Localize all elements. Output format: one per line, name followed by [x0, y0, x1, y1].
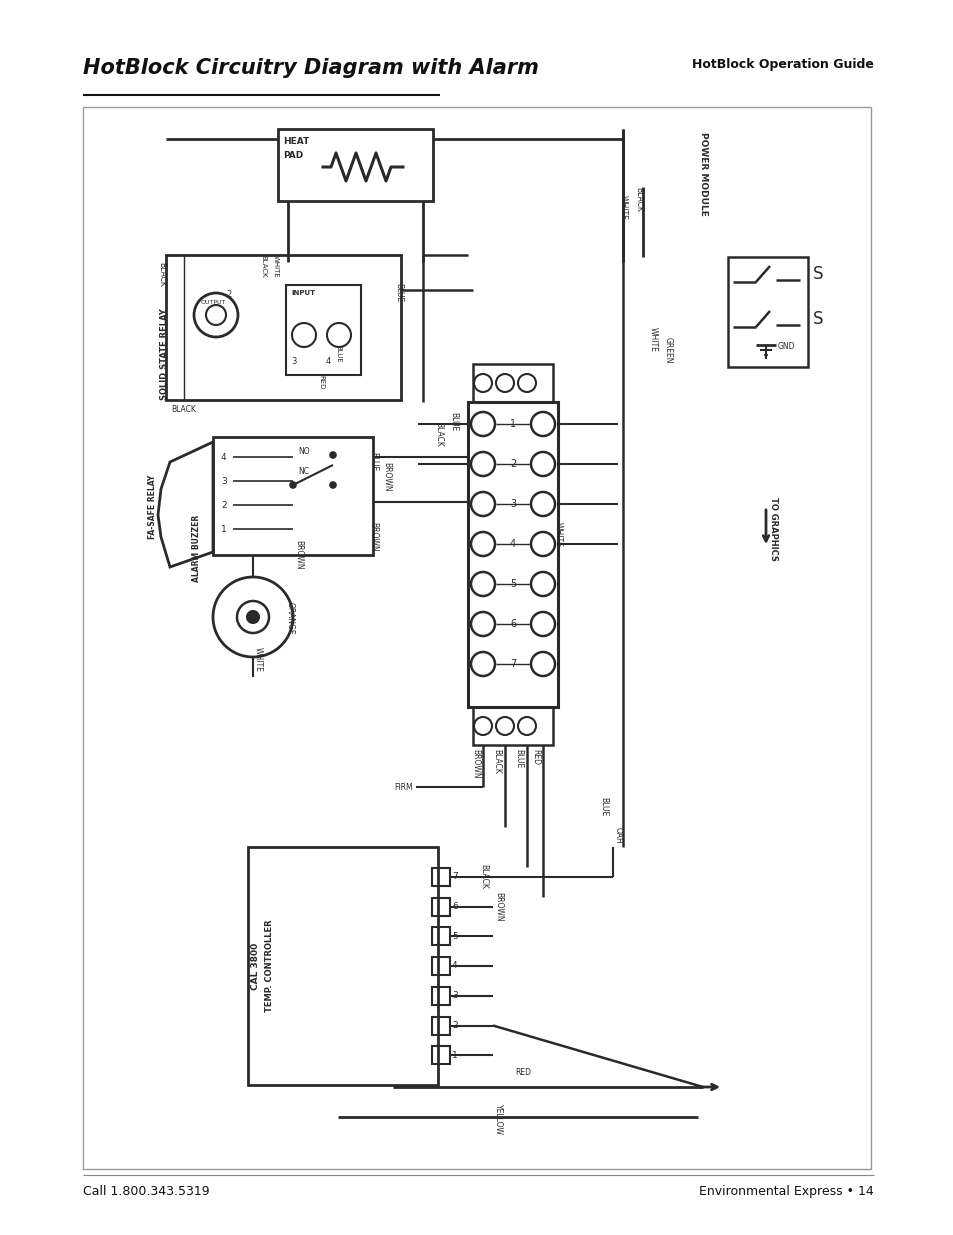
Circle shape	[330, 482, 335, 488]
Text: BLACK: BLACK	[260, 254, 266, 278]
Text: BLUE: BLUE	[598, 797, 607, 816]
Text: 1: 1	[510, 419, 516, 429]
Text: HotBlock Operation Guide: HotBlock Operation Guide	[691, 58, 873, 70]
Text: INPUT: INPUT	[291, 290, 314, 296]
Bar	[432, 1016, 450, 1035]
Text: BLUE: BLUE	[514, 748, 522, 768]
Bar	[432, 868, 450, 885]
Text: 3: 3	[510, 499, 516, 509]
Text: BROWN: BROWN	[369, 522, 377, 552]
Text: WHITE: WHITE	[253, 647, 263, 672]
Text: 2: 2	[509, 459, 516, 469]
Text: BLUE: BLUE	[394, 283, 402, 303]
Text: 5: 5	[452, 931, 457, 941]
Bar	[432, 898, 450, 915]
Bar	[432, 1046, 450, 1065]
Text: 5: 5	[509, 579, 516, 589]
Text: Call 1.800.343.5319: Call 1.800.343.5319	[83, 1186, 210, 1198]
Bar	[473, 364, 553, 403]
Text: FA-SAFE RELAY: FA-SAFE RELAY	[149, 475, 157, 540]
Bar	[473, 706, 553, 745]
Text: 1: 1	[221, 525, 227, 534]
Text: POWER MODULE: POWER MODULE	[699, 132, 707, 216]
Circle shape	[290, 482, 295, 488]
Bar	[468, 403, 558, 706]
Text: 4: 4	[510, 538, 516, 550]
Text: CAL 3800: CAL 3800	[251, 942, 260, 989]
Text: HotBlock Circuitry Diagram with Alarm: HotBlock Circuitry Diagram with Alarm	[83, 58, 538, 78]
Text: 7: 7	[452, 872, 457, 882]
Bar	[727, 257, 807, 367]
Text: TEMP. CONTROLLER: TEMP. CONTROLLER	[265, 920, 274, 1013]
Text: WHITE: WHITE	[554, 522, 562, 547]
Text: OAH: OAH	[614, 827, 622, 844]
Text: HEAT: HEAT	[283, 137, 309, 146]
Text: ALARM BUZZER: ALARM BUZZER	[192, 515, 201, 582]
Text: S: S	[812, 266, 822, 283]
Bar	[277, 128, 433, 201]
Text: BLUE: BLUE	[449, 412, 457, 431]
Text: Environmental Express • 14: Environmental Express • 14	[699, 1186, 873, 1198]
Text: BROWN: BROWN	[294, 540, 303, 569]
Text: RED: RED	[317, 375, 324, 389]
Text: RED: RED	[515, 1068, 531, 1077]
Text: BLUE: BLUE	[335, 345, 340, 363]
Bar	[213, 437, 373, 555]
Text: GREEN: GREEN	[663, 337, 672, 363]
Text: 2: 2	[226, 290, 231, 299]
Text: RED: RED	[531, 748, 539, 764]
Text: 4: 4	[221, 452, 227, 462]
Text: BROWN: BROWN	[381, 462, 391, 492]
Bar	[166, 254, 400, 400]
Text: 4: 4	[452, 962, 457, 971]
Text: BLACK: BLACK	[492, 748, 500, 774]
Bar	[432, 957, 450, 974]
Text: BROWN: BROWN	[494, 892, 502, 921]
Text: S: S	[812, 310, 822, 329]
Text: BLACK: BLACK	[634, 186, 642, 212]
Text: WHITE: WHITE	[648, 327, 658, 352]
Circle shape	[247, 611, 258, 622]
Text: 3: 3	[452, 992, 457, 1000]
Text: 2: 2	[452, 1021, 457, 1030]
Text: 4: 4	[326, 357, 331, 366]
Text: NO: NO	[297, 447, 310, 456]
Text: SOLID STATE RELAY: SOLID STATE RELAY	[160, 309, 169, 400]
Text: 1: 1	[452, 1051, 457, 1060]
Bar	[286, 285, 360, 375]
Text: BLACK: BLACK	[434, 422, 442, 447]
Bar	[432, 927, 450, 945]
Text: TO GRAPHICS: TO GRAPHICS	[768, 496, 778, 561]
Text: NC: NC	[297, 467, 309, 475]
Text: BLUE: BLUE	[369, 452, 377, 472]
Text: WHITE: WHITE	[618, 195, 627, 220]
Text: BLACK: BLACK	[157, 262, 166, 287]
Text: 6: 6	[510, 619, 516, 629]
Text: GND: GND	[778, 342, 795, 351]
Text: 3: 3	[221, 477, 227, 485]
Text: BROWN: BROWN	[471, 748, 479, 778]
Text: FIRM: FIRM	[394, 783, 413, 792]
Text: YELLOW: YELLOW	[494, 1104, 502, 1135]
Text: 2: 2	[221, 500, 227, 510]
Text: OUTPUT: OUTPUT	[201, 300, 226, 305]
Text: 6: 6	[452, 902, 457, 911]
Bar	[248, 847, 437, 1086]
Circle shape	[330, 452, 335, 458]
Text: 7: 7	[509, 659, 516, 669]
Bar	[83, 107, 870, 1170]
Text: ORANGE: ORANGE	[286, 601, 294, 635]
Text: PAD: PAD	[283, 151, 303, 161]
Bar	[432, 987, 450, 1005]
Text: BLACK: BLACK	[172, 405, 196, 414]
Text: BLACK: BLACK	[478, 864, 488, 889]
Text: WHITE: WHITE	[273, 254, 278, 278]
Text: 3: 3	[291, 357, 296, 366]
